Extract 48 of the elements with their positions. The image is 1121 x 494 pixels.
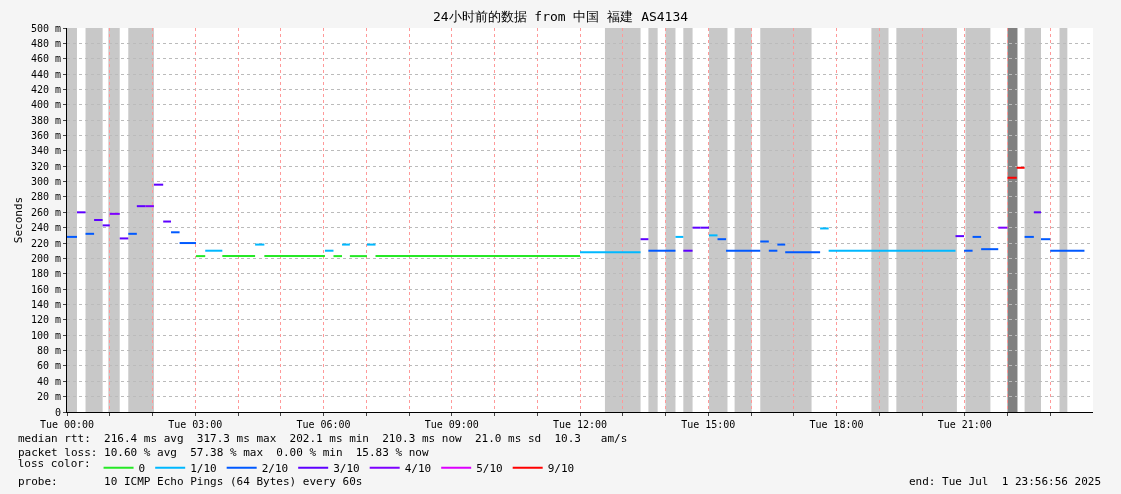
y-tick-label: 0	[54, 406, 61, 418]
y-tick-label: 60 m	[36, 360, 61, 372]
x-tick-label: Tue 00:00	[39, 419, 95, 430]
y-tick-label: 440 m	[30, 68, 61, 80]
y-tick-label: 460 m	[30, 53, 61, 65]
y-tick-label: 200 m	[30, 252, 61, 264]
legend-label: 4/10	[404, 461, 432, 475]
x-tick-label: Tue 12:00	[552, 419, 608, 430]
y-tick-label: 40 m	[36, 375, 61, 387]
y-tick-label: 280 m	[30, 191, 61, 203]
x-tick-label: Tue 15:00	[681, 419, 736, 430]
text: packet loss: 10.60 % avg 57.38 % max 0.00 % min 15.83 % now	[18, 446, 429, 459]
y-tick-label: 480 m	[30, 37, 61, 49]
chart-title: 24小时前的数据 from 中国 福建 AS4134	[432, 9, 689, 25]
legend-label: 9/10	[547, 461, 575, 475]
y-tick-label: 420 m	[30, 83, 61, 95]
y-tick-label: 320 m	[30, 160, 61, 172]
y-tick-label: 160 m	[30, 283, 61, 295]
legend-label: 3/10	[333, 461, 360, 475]
x-tick-label: Tue 09:00	[424, 419, 479, 430]
y-tick-label: 400 m	[30, 99, 61, 111]
y-tick-label: 180 m	[30, 268, 61, 280]
x-tick-label: Tue 21:00	[937, 419, 992, 430]
y-tick-label: 380 m	[30, 114, 61, 126]
y-tick-label: 20 m	[36, 391, 61, 403]
y-tick-label: 360 m	[30, 130, 61, 142]
y-tick-label: 240 m	[30, 222, 61, 234]
y-tick-label: 500 m	[30, 22, 61, 34]
legend-label: 2/10	[261, 461, 289, 475]
legend-title: loss color:	[17, 457, 91, 471]
y-tick-label: 340 m	[30, 145, 61, 157]
y-axis-title: Seconds	[11, 196, 25, 244]
x-tick-label: Tue 18:00	[809, 419, 864, 430]
legend-label: 1/10	[190, 461, 217, 475]
y-tick-label: 80 m	[36, 345, 61, 357]
legend-label: 0	[138, 461, 146, 475]
y-tick-label: 300 m	[30, 176, 61, 188]
y-tick-label: 140 m	[30, 298, 61, 310]
text: median rtt: 216.4 ms avg 317.3 ms max 202.1 ms min 210.3 ms now 21.0 ms sd 10.3 am/s	[18, 432, 628, 445]
x-tick-label: Tue 06:00	[296, 419, 351, 430]
y-tick-label: 120 m	[30, 314, 61, 326]
y-tick-label: 220 m	[30, 237, 61, 249]
text: probe: 10 ICMP Echo Pings (64 Bytes) every 60s	[18, 475, 363, 488]
text: end: Tue Jul 1 23:56:56 2025	[909, 475, 1102, 488]
y-tick-label: 100 m	[30, 329, 61, 341]
x-tick-label: Tue 03:00	[168, 419, 223, 430]
y-tick-label: 260 m	[30, 206, 61, 218]
legend-label: 5/10	[476, 461, 503, 475]
